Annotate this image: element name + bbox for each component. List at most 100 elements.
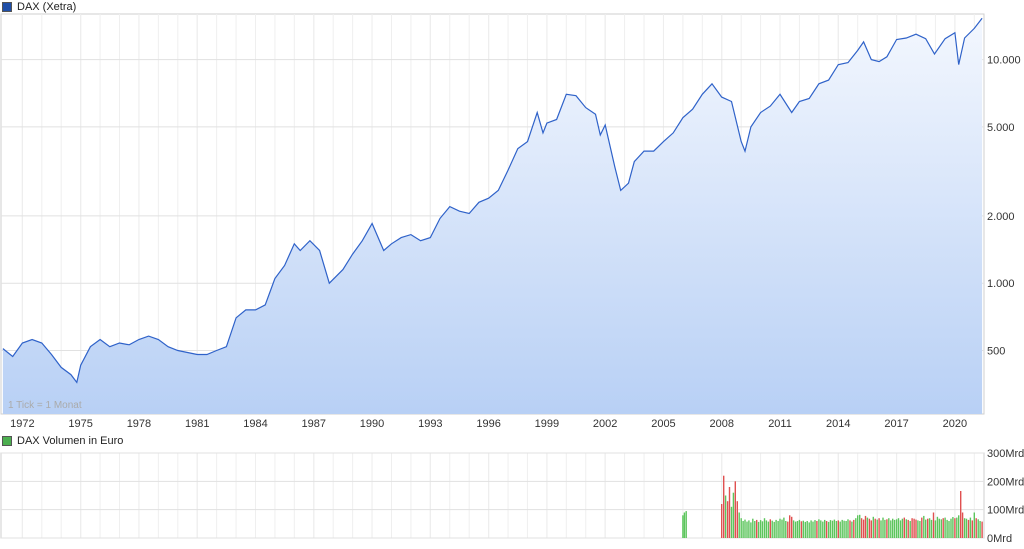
volume-bar [792, 520, 795, 538]
x-tick-label: 2020 [943, 418, 967, 430]
x-tick-label: 1996 [476, 418, 500, 430]
price-y-tick-label: 2.000 [987, 211, 1015, 223]
volume-bar [845, 521, 847, 538]
volume-bar [921, 517, 923, 538]
volume-bar [958, 515, 960, 538]
volume-legend-swatch [2, 436, 12, 446]
volume-bar [771, 520, 773, 538]
volume-bar [911, 518, 913, 538]
volume-bar [787, 521, 789, 538]
volume-bar [738, 512, 740, 538]
volume-bar [802, 520, 804, 538]
volume-bar [895, 519, 898, 538]
volume-bar [913, 518, 915, 538]
volume-bar [827, 521, 830, 538]
volume-bar [769, 519, 771, 538]
volume-bar [796, 521, 799, 538]
volume-bar [870, 520, 872, 538]
volume-bar [890, 520, 892, 538]
volume-bar [905, 519, 907, 538]
volume-bar [789, 515, 791, 538]
volume-bar [932, 512, 935, 538]
volume-bar [944, 517, 946, 538]
volume-bar [866, 517, 869, 538]
volume-bar [973, 512, 975, 538]
volume-y-tick-label: 300Mrd [987, 448, 1024, 460]
x-tick-label: 1972 [10, 418, 34, 430]
volume-bar [744, 519, 746, 538]
x-tick-label: 1984 [243, 418, 267, 430]
volume-bar [831, 520, 834, 538]
volume-bar [967, 519, 970, 538]
volume-bar [956, 517, 958, 538]
volume-bar [862, 519, 865, 538]
volume-bar [806, 521, 808, 538]
volume-bar [773, 521, 775, 538]
volume-bar [855, 518, 857, 538]
volume-bar [888, 518, 890, 538]
x-tick-label: 1987 [302, 418, 326, 430]
volume-grid [0, 452, 985, 539]
volume-bar [948, 521, 950, 538]
volume-bar [880, 520, 882, 538]
volume-bar [961, 512, 964, 538]
volume-bar [685, 511, 687, 538]
volume-bar [752, 518, 754, 538]
volume-bar [901, 518, 904, 538]
volume-bar [723, 475, 725, 538]
price-y-tick-label: 10.000 [987, 55, 1021, 67]
x-tick-label: 1993 [418, 418, 442, 430]
volume-bar [853, 519, 855, 538]
volume-bar [785, 521, 787, 538]
x-tick-label: 1999 [535, 418, 559, 430]
volume-bar [928, 518, 931, 538]
volume-bar [979, 521, 981, 538]
volume-bar [860, 518, 863, 538]
volume-bar [849, 520, 851, 538]
volume-bar [724, 495, 727, 538]
volume-bar [872, 516, 874, 539]
volume-bar [925, 519, 927, 538]
price-y-tick-label: 5.000 [987, 122, 1015, 134]
volume-axis: 0Mrd 100Mrd 200Mrd 300Mrd [987, 448, 1024, 545]
volume-bar [736, 501, 738, 538]
volume-bar [682, 515, 684, 538]
volume-bar [824, 519, 826, 538]
volume-y-tick-label: 0Mrd [987, 533, 1012, 545]
volume-bar [816, 521, 818, 538]
volume-bar [750, 522, 752, 538]
volume-bar [940, 519, 942, 538]
volume-bar [757, 521, 760, 538]
volume-bar [859, 514, 861, 538]
volume-bar [874, 518, 876, 538]
volume-bar [730, 506, 733, 538]
volume-bar [812, 521, 814, 538]
x-tick-label: 2008 [709, 418, 733, 430]
volume-bar [942, 518, 944, 538]
volume-y-tick-label: 100Mrd [987, 505, 1024, 517]
volume-bar [763, 518, 766, 538]
price-legend-label: DAX (Xetra) [17, 1, 77, 13]
x-tick-label: 2002 [593, 418, 617, 430]
volume-legend-label: DAX Volumen in Euro [17, 435, 124, 447]
price-area [2, 18, 983, 415]
volume-bar [732, 492, 735, 538]
volume-bar [808, 522, 810, 538]
price-line [2, 17, 983, 384]
volume-bar [818, 519, 820, 538]
volume-bar [864, 515, 867, 538]
volume-bar [783, 517, 785, 538]
volume-bar [829, 520, 832, 538]
price-axis: 500 1.000 2.000 5.000 10.000 [987, 55, 1021, 358]
price-y-tick-label: 1.000 [987, 278, 1015, 290]
volume-bar [897, 518, 900, 538]
volume-bar [748, 520, 750, 538]
volume-bar [794, 521, 797, 538]
volume-bar [936, 516, 939, 539]
volume-bar [825, 521, 828, 538]
volume-bar [965, 518, 968, 538]
volume-bar [746, 521, 748, 538]
volume-bar [899, 520, 902, 538]
volume-bar [726, 501, 729, 538]
volume-bar [851, 521, 853, 538]
